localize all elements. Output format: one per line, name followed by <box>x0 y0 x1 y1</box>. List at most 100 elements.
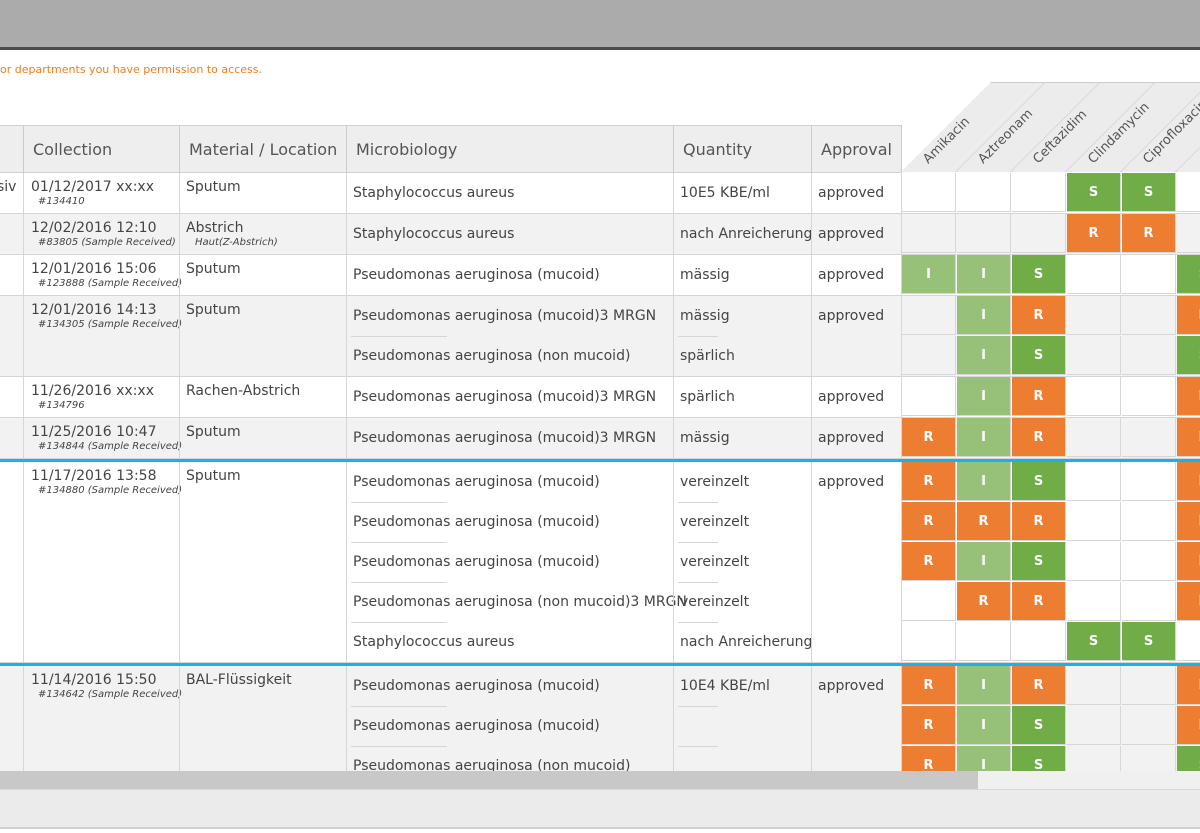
susceptibility-result[interactable]: I <box>957 462 1011 501</box>
susceptibility-result[interactable]: I <box>957 746 1011 771</box>
susceptibility-result[interactable]: R <box>1067 214 1121 253</box>
sample-group[interactable]: 11/14/2016 15:50 #134642 (Sample Received… <box>0 663 1200 771</box>
susceptibility-result[interactable] <box>1122 666 1176 705</box>
organism-row[interactable]: Pseudomonas aeruginosa (mucoid)3 MRGN <box>353 430 657 446</box>
organism-row[interactable]: Pseudomonas aeruginosa (mucoid) <box>347 706 600 746</box>
sample-group[interactable]: 11/25/2016 10:47 #134844 (Sample Received… <box>0 418 1200 459</box>
susceptibility-result[interactable] <box>1067 418 1121 457</box>
susceptibility-result[interactable]: R <box>1012 377 1066 416</box>
susceptibility-result[interactable] <box>1122 582 1176 621</box>
sample-group[interactable]: 12/01/2016 14:13 #134305 (Sample Received… <box>0 296 1200 377</box>
antibiotic-header[interactable]: Clindamycin <box>1066 82 1200 173</box>
susceptibility-result[interactable] <box>1012 173 1066 212</box>
susceptibility-result[interactable]: R <box>902 542 956 581</box>
susceptibility-result[interactable]: R <box>902 746 956 771</box>
column-header-microbiology[interactable]: Microbiology <box>346 126 673 173</box>
susceptibility-result[interactable] <box>1177 173 1200 212</box>
susceptibility-result[interactable]: R <box>902 418 956 457</box>
susceptibility-result[interactable] <box>957 173 1011 212</box>
organism-row[interactable]: Staphylococcus aureus <box>353 185 515 201</box>
organism-row[interactable]: Pseudomonas aeruginosa (mucoid) <box>353 474 600 490</box>
susceptibility-result[interactable]: I <box>957 666 1011 705</box>
susceptibility-result[interactable]: R <box>902 462 956 501</box>
susceptibility-result[interactable]: S <box>1012 542 1066 581</box>
organism-row[interactable]: Pseudomonas aeruginosa (non mucoid)3 MRG… <box>347 582 687 622</box>
susceptibility-result[interactable] <box>1177 214 1200 253</box>
susceptibility-result[interactable] <box>1067 706 1121 745</box>
susceptibility-result[interactable] <box>1122 336 1176 375</box>
susceptibility-result[interactable] <box>902 622 956 661</box>
organism-row[interactable]: Pseudomonas aeruginosa (mucoid) <box>353 267 600 283</box>
organism-row[interactable]: Pseudomonas aeruginosa (mucoid)3 MRGN <box>353 308 657 324</box>
susceptibility-result[interactable]: R <box>902 706 956 745</box>
susceptibility-result[interactable] <box>1012 622 1066 661</box>
susceptibility-result[interactable] <box>1067 746 1121 771</box>
susceptibility-result[interactable] <box>957 214 1011 253</box>
antibiotic-header[interactable] <box>1176 82 1200 173</box>
antibiotic-header[interactable]: Ceftazidim <box>1011 82 1156 173</box>
organism-row[interactable]: Pseudomonas aeruginosa (non mucoid) <box>347 336 630 376</box>
susceptibility-result[interactable] <box>1122 462 1176 501</box>
susceptibility-result[interactable]: S <box>1012 746 1066 771</box>
susceptibility-result[interactable] <box>1067 582 1121 621</box>
organism-row[interactable]: Pseudomonas aeruginosa (non mucoid) <box>347 746 630 771</box>
susceptibility-result[interactable] <box>1122 377 1176 416</box>
susceptibility-result[interactable]: R <box>1012 418 1066 457</box>
scrollbar-thumb[interactable] <box>0 771 978 789</box>
susceptibility-result[interactable]: I <box>957 336 1011 375</box>
susceptibility-result[interactable] <box>1067 666 1121 705</box>
susceptibility-result[interactable] <box>1067 542 1121 581</box>
susceptibility-result[interactable]: I <box>957 706 1011 745</box>
column-header-material[interactable]: Material / Location <box>179 126 346 173</box>
susceptibility-result[interactable] <box>1122 706 1176 745</box>
sample-group[interactable]: 11/26/2016 xx:xx #134796 Rachen-Abstrich Ps… <box>0 377 1200 418</box>
organism-row[interactable]: Pseudomonas aeruginosa (mucoid) <box>347 542 600 582</box>
column-header-approval[interactable]: Approval <box>811 126 902 173</box>
susceptibility-result[interactable]: R <box>1177 296 1200 335</box>
organism-row[interactable]: Pseudomonas aeruginosa (mucoid) <box>353 678 600 694</box>
susceptibility-result[interactable] <box>1122 502 1176 541</box>
susceptibility-result[interactable]: R <box>902 666 956 705</box>
antibiotic-header[interactable]: Ciprofloxacin <box>1121 82 1200 173</box>
organism-row[interactable]: Staphylococcus aureus <box>353 226 515 242</box>
sample-group[interactable]: 12/02/2016 12:10 #83805 (Sample Received)… <box>0 214 1200 255</box>
column-header-first[interactable] <box>0 126 23 173</box>
susceptibility-result[interactable] <box>902 296 956 335</box>
susceptibility-result[interactable]: R <box>902 502 956 541</box>
susceptibility-result[interactable]: I <box>957 418 1011 457</box>
susceptibility-result[interactable]: R <box>1177 666 1200 705</box>
organism-row[interactable]: Pseudomonas aeruginosa (mucoid) <box>347 502 600 542</box>
susceptibility-result[interactable] <box>1067 377 1121 416</box>
susceptibility-result[interactable]: S <box>1012 462 1066 501</box>
susceptibility-result[interactable]: I <box>957 255 1011 294</box>
susceptibility-result[interactable]: S <box>1122 173 1176 212</box>
susceptibility-result[interactable] <box>1177 622 1200 661</box>
column-header-quantity[interactable]: Quantity <box>673 126 811 173</box>
susceptibility-result[interactable] <box>1067 502 1121 541</box>
susceptibility-result[interactable] <box>957 622 1011 661</box>
susceptibility-result[interactable]: R <box>1177 462 1200 501</box>
susceptibility-result[interactable]: S <box>1177 255 1200 294</box>
susceptibility-result[interactable]: R <box>957 502 1011 541</box>
susceptibility-result[interactable] <box>1067 336 1121 375</box>
susceptibility-result[interactable]: I <box>902 255 956 294</box>
susceptibility-result[interactable]: I <box>957 296 1011 335</box>
sample-group[interactable]: siv 01/12/2017 xx:xx #134410 Sputum Staphylo… <box>0 173 1200 214</box>
susceptibility-result[interactable]: R <box>1177 418 1200 457</box>
susceptibility-result[interactable]: S <box>1177 336 1200 375</box>
column-header-collection[interactable]: Collection <box>23 126 179 173</box>
susceptibility-result[interactable] <box>1122 542 1176 581</box>
susceptibility-result[interactable]: R <box>1012 582 1066 621</box>
susceptibility-result[interactable]: S <box>1067 622 1121 661</box>
susceptibility-result[interactable]: S <box>1012 336 1066 375</box>
susceptibility-result[interactable]: R <box>1177 582 1200 621</box>
susceptibility-result[interactable]: R <box>1122 214 1176 253</box>
sample-group[interactable]: 12/01/2016 15:06 #123888 (Sample Received… <box>0 255 1200 296</box>
susceptibility-result[interactable] <box>1012 214 1066 253</box>
susceptibility-result[interactable]: S <box>1177 746 1200 771</box>
susceptibility-result[interactable] <box>902 377 956 416</box>
susceptibility-result[interactable]: R <box>1012 502 1066 541</box>
susceptibility-result[interactable]: R <box>1012 296 1066 335</box>
susceptibility-result[interactable] <box>902 214 956 253</box>
susceptibility-result[interactable]: R <box>1177 542 1200 581</box>
